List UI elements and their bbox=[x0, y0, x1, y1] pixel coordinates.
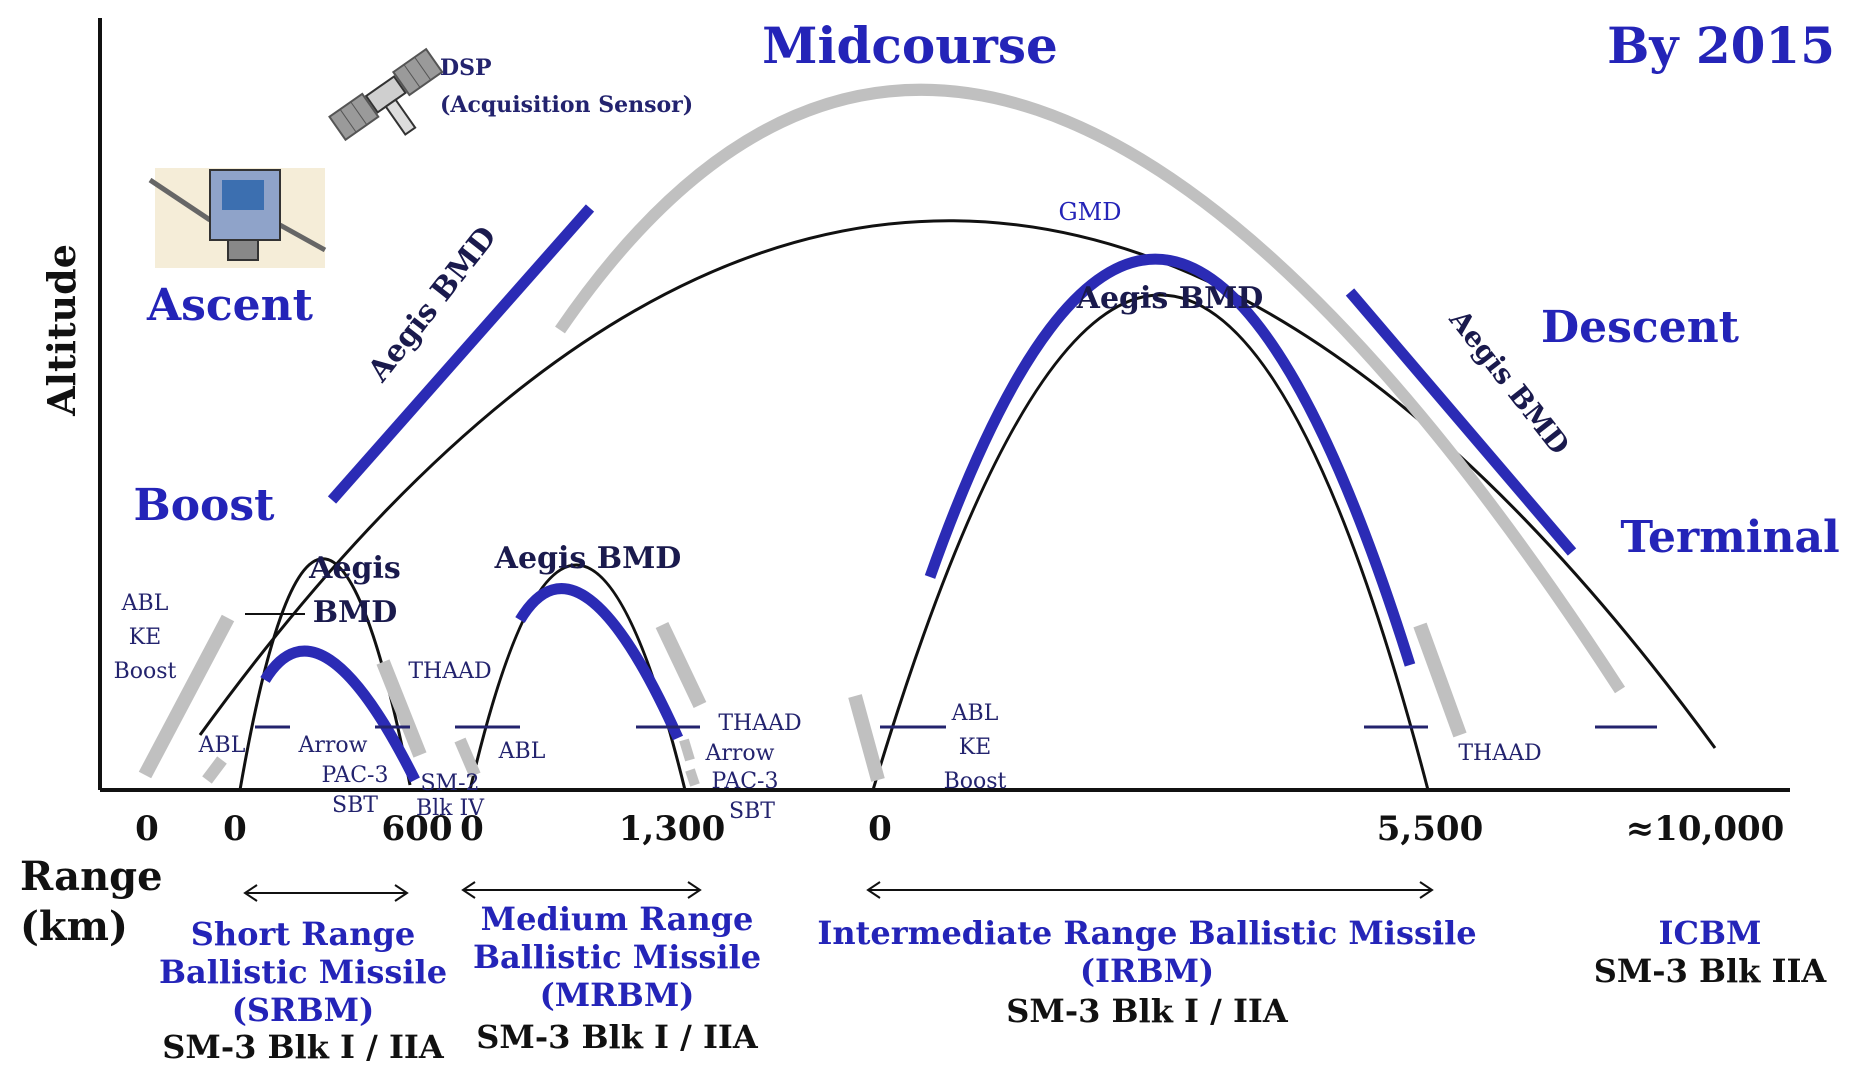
srbm-category-line1: Short Range bbox=[191, 915, 416, 953]
irbm-aegis-label: Aegis BMD bbox=[1076, 281, 1264, 316]
phase-descent: Descent bbox=[1541, 302, 1740, 353]
irbm-trajectory bbox=[871, 293, 1430, 791]
gmd-label: GMD bbox=[1059, 198, 1122, 226]
icbm-descent-aegis-segment bbox=[1345, 288, 1577, 556]
srbm-category-line2: Ballistic Missile bbox=[159, 953, 447, 991]
arrow-label: Arrow bbox=[298, 733, 368, 758]
srbm-aegis-segment bbox=[260, 645, 420, 783]
srbm-gray-left-small bbox=[202, 756, 227, 784]
abl-label: ABL bbox=[951, 701, 999, 726]
srbm-aegis-label-1: Aegis bbox=[308, 551, 401, 586]
range-tick: 1,300 bbox=[619, 809, 725, 849]
sbt-label: SBT bbox=[729, 799, 775, 824]
mrbm-category-line1: Medium Range bbox=[481, 900, 754, 938]
satellite-icon bbox=[328, 47, 444, 142]
range-tick: ≈10,000 bbox=[1626, 809, 1785, 849]
sbt-label: SBT bbox=[332, 793, 378, 818]
dsp-sublabel: (Acquisition Sensor) bbox=[440, 92, 693, 118]
year-label: By 2015 bbox=[1607, 16, 1835, 75]
abl-label: ABL bbox=[198, 733, 246, 758]
irbm-aegis-segment bbox=[924, 253, 1416, 667]
irbm-interceptor: SM-3 Blk I / IIA bbox=[1006, 992, 1289, 1030]
mrbm-category-line3: (MRBM) bbox=[540, 976, 695, 1014]
irbm-category-line1: Intermediate Range Ballistic Missile bbox=[817, 914, 1476, 952]
ke-label: KE bbox=[129, 625, 162, 650]
irbm-gray-right bbox=[1413, 622, 1467, 738]
phase-boost: Boost bbox=[134, 480, 276, 531]
pac3-label: PAC-3 bbox=[322, 763, 389, 788]
srbm-category-line3: (SRBM) bbox=[232, 991, 374, 1029]
srbm-aegis-label-2: BMD bbox=[313, 595, 398, 630]
phase-ascent: Ascent bbox=[146, 280, 314, 331]
icbm-category-line1: ICBM bbox=[1659, 914, 1762, 952]
arrow-label: Arrow bbox=[705, 741, 775, 766]
thaad-label: THAAD bbox=[408, 659, 491, 684]
abl-label: ABL bbox=[121, 591, 169, 616]
icbm-trajectory bbox=[198, 219, 1717, 749]
thaad-label: THAAD bbox=[718, 711, 801, 736]
abl-label: ABL bbox=[498, 739, 546, 764]
mrbm-gray-mid bbox=[679, 738, 695, 762]
mrbm-gray-left bbox=[454, 737, 481, 778]
icbm-ascent-aegis-label: Aegis BMD bbox=[361, 220, 504, 389]
x-axis-label-range: Range bbox=[20, 853, 163, 900]
ke-label: KE bbox=[959, 735, 992, 760]
range-arrows bbox=[243, 881, 1434, 902]
y-axis-label: Altitude bbox=[39, 244, 84, 417]
gmd-trajectory bbox=[555, 83, 1626, 694]
range-tick: 0 bbox=[868, 809, 892, 849]
boost-label: Boost bbox=[944, 769, 1007, 794]
satellite-icon bbox=[148, 168, 327, 268]
irbm-gray-left bbox=[848, 694, 885, 782]
boost-label: Boost bbox=[114, 659, 177, 684]
thaad-label: THAAD bbox=[1458, 741, 1541, 766]
srbm-gray-right bbox=[376, 659, 427, 758]
range-tick: 0 bbox=[223, 809, 247, 849]
mrbm-gray-right bbox=[655, 621, 707, 709]
mrbm-aegis-segment bbox=[515, 583, 684, 741]
mrbm-gray-low bbox=[685, 768, 700, 787]
mrbm-aegis-label: Aegis BMD bbox=[494, 541, 682, 576]
icbm-interceptor: SM-3 Blk IIA bbox=[1594, 952, 1828, 990]
range-tick: 5,500 bbox=[1377, 809, 1483, 849]
sm2-blk-label: Blk IV bbox=[416, 796, 485, 821]
icbm-ascent-aegis-segment bbox=[327, 204, 595, 504]
x-axis-label-unit: (km) bbox=[20, 903, 128, 950]
dsp-label: DSP bbox=[440, 55, 492, 81]
range-tick: 600 bbox=[382, 809, 453, 849]
irbm-category-line2: (IRBM) bbox=[1080, 952, 1214, 990]
mrbm-category-line2: Ballistic Missile bbox=[473, 938, 761, 976]
srbm-interceptor: SM-3 Blk I / IIA bbox=[162, 1028, 445, 1066]
pac3-label: PAC-3 bbox=[712, 769, 779, 794]
phase-midcourse: Midcourse bbox=[762, 16, 1058, 75]
range-tick: 0 bbox=[460, 809, 484, 849]
srbm-gray-left-big bbox=[138, 614, 235, 779]
mrbm-interceptor: SM-3 Blk I / IIA bbox=[476, 1018, 759, 1056]
range-tick: 0 bbox=[135, 809, 159, 849]
sm2-label: SM-2 bbox=[420, 771, 479, 796]
phase-terminal: Terminal bbox=[1620, 512, 1839, 563]
